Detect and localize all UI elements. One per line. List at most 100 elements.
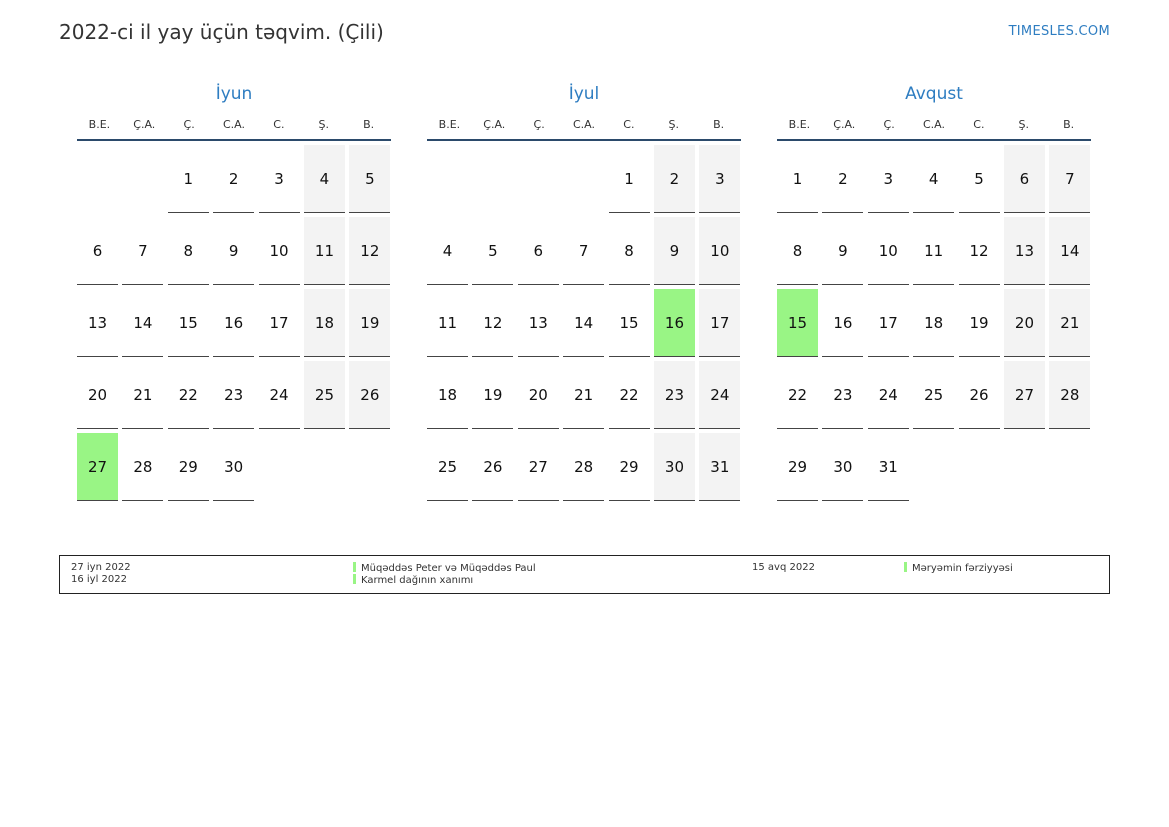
day-cell: 23 [213,361,255,429]
day-cell: 12 [958,217,1000,285]
day-cell: 13 [77,289,118,357]
day-cell: 20 [517,361,559,429]
day-cell: 23 [653,361,695,429]
day-cell: 11 [427,289,468,357]
weekday-label: C. [273,118,285,131]
weekday-label: B.E. [438,118,461,131]
month-title: İyul [568,84,600,104]
day-cell: 24 [867,361,909,429]
day-cell: 8 [167,217,209,285]
holiday-day-cell: 15 [777,289,818,357]
day-cell: 3 [867,145,909,213]
weekday-label: B.E. [88,118,111,131]
weekday-label: C.A. [223,118,246,131]
empty-cell [518,145,559,213]
month-title: Avqust [905,84,963,104]
day-cell: 10 [867,217,909,285]
day-cell: 31 [699,433,741,501]
day-cell: 24 [258,361,300,429]
weekday-header: B.E. Ç.A. Ç. C.A. C. Ş. B. [427,117,741,141]
holiday-day-cell: 27 [77,433,118,501]
day-cell: 17 [867,289,909,357]
day-cell: 19 [958,289,1000,357]
day-cell: 5 [958,145,1000,213]
weekday-label: B. [1063,118,1075,131]
holiday-color-marker [353,562,356,572]
legend-holiday-name: Məryəmin fərziyyəsi [912,563,1013,574]
empty-cell [427,145,468,213]
day-cell: 12 [472,289,514,357]
legend-date: 15 avq 2022 [752,562,815,573]
day-cell: 28 [122,433,164,501]
day-cell: 29 [167,433,209,501]
day-cell: 9 [213,217,255,285]
weekday-label: Ç.A. [483,118,506,131]
weekday-header: B.E. Ç.A. Ç. C.A. C. Ş. B. [777,117,1091,141]
site-link[interactable]: TIMESLES.COM [1008,24,1110,39]
day-cell: 25 [427,433,468,501]
holiday-legend: 27 iyn 2022 16 iyl 2022 Müqəddəs Peter v… [59,555,1110,594]
weekday-label: Ş. [668,118,679,131]
day-cell: 30 [653,433,695,501]
day-cell: 14 [122,289,164,357]
day-cell: 30 [213,433,255,501]
weekday-label: C.A. [923,118,946,131]
day-cell: 26 [349,361,391,429]
day-cell: 10 [258,217,300,285]
holiday-day-cell: 16 [653,289,695,357]
day-cell: 25 [913,361,955,429]
day-cell: 16 [213,289,255,357]
day-cell: 9 [653,217,695,285]
day-cell: 19 [349,289,391,357]
day-cell: 23 [822,361,864,429]
day-cell: 4 [913,145,955,213]
day-cell: 21 [122,361,164,429]
day-cell: 11 [913,217,955,285]
weekday-label: C.A. [573,118,596,131]
day-cell: 4 [427,217,468,285]
day-cell: 7 [122,217,164,285]
day-cell: 30 [822,433,864,501]
month-title: İyun [215,84,253,104]
weekday-label: Ç. [533,118,545,131]
day-cell: 11 [303,217,345,285]
empty-cell [563,145,604,213]
day-cell: 6 [77,217,118,285]
weekday-label: C. [623,118,635,131]
weekday-label: B.E. [788,118,811,131]
day-grid: 1 2 3 4 5 6 7 8 9 10 11 12 13 14 15 16 17 18 19 20 21 22 23 24 2… [77,145,391,501]
day-cell: 21 [1049,289,1091,357]
weekday-label: B. [363,118,375,131]
day-grid: 1 2 3 4 5 6 7 8 9 10 11 12 13 14 15 16 17 18 19 20 21 22 23 24 2… [427,145,741,501]
day-cell: 10 [699,217,741,285]
day-cell: 24 [699,361,741,429]
weekday-header: B.E. Ç.A. Ç. C.A. C. Ş. B. [77,117,391,141]
day-cell: 21 [563,361,605,429]
day-grid: 1 2 3 4 5 6 7 8 9 10 11 12 13 14 15 16 17 18 19 20 21 22 23 24 2… [777,145,1091,501]
legend-holiday: Məryəmin fərziyyəsi [904,562,1013,575]
legend-date: 27 iyn 2022 [71,562,131,573]
weekday-label: Ç.A. [833,118,856,131]
day-cell: 1 [608,145,650,213]
weekday-label: Ç. [183,118,195,131]
day-cell: 1 [777,145,818,213]
day-cell: 22 [167,361,209,429]
empty-cell [472,145,513,213]
day-cell: 6 [1003,145,1045,213]
day-cell: 13 [517,289,559,357]
day-cell: 2 [213,145,255,213]
day-cell: 27 [517,433,559,501]
legend-holiday: Karmel dağının xanımı [353,574,473,587]
day-cell: 16 [822,289,864,357]
weekday-label: Ş. [1018,118,1029,131]
day-cell: 6 [517,217,559,285]
day-cell: 22 [777,361,818,429]
holiday-color-marker [904,562,907,572]
day-cell: 8 [777,217,818,285]
day-cell: 25 [303,361,345,429]
day-cell: 7 [563,217,605,285]
day-cell: 29 [777,433,818,501]
holiday-color-marker [353,574,356,584]
empty-cell [77,145,118,213]
day-cell: 15 [608,289,650,357]
